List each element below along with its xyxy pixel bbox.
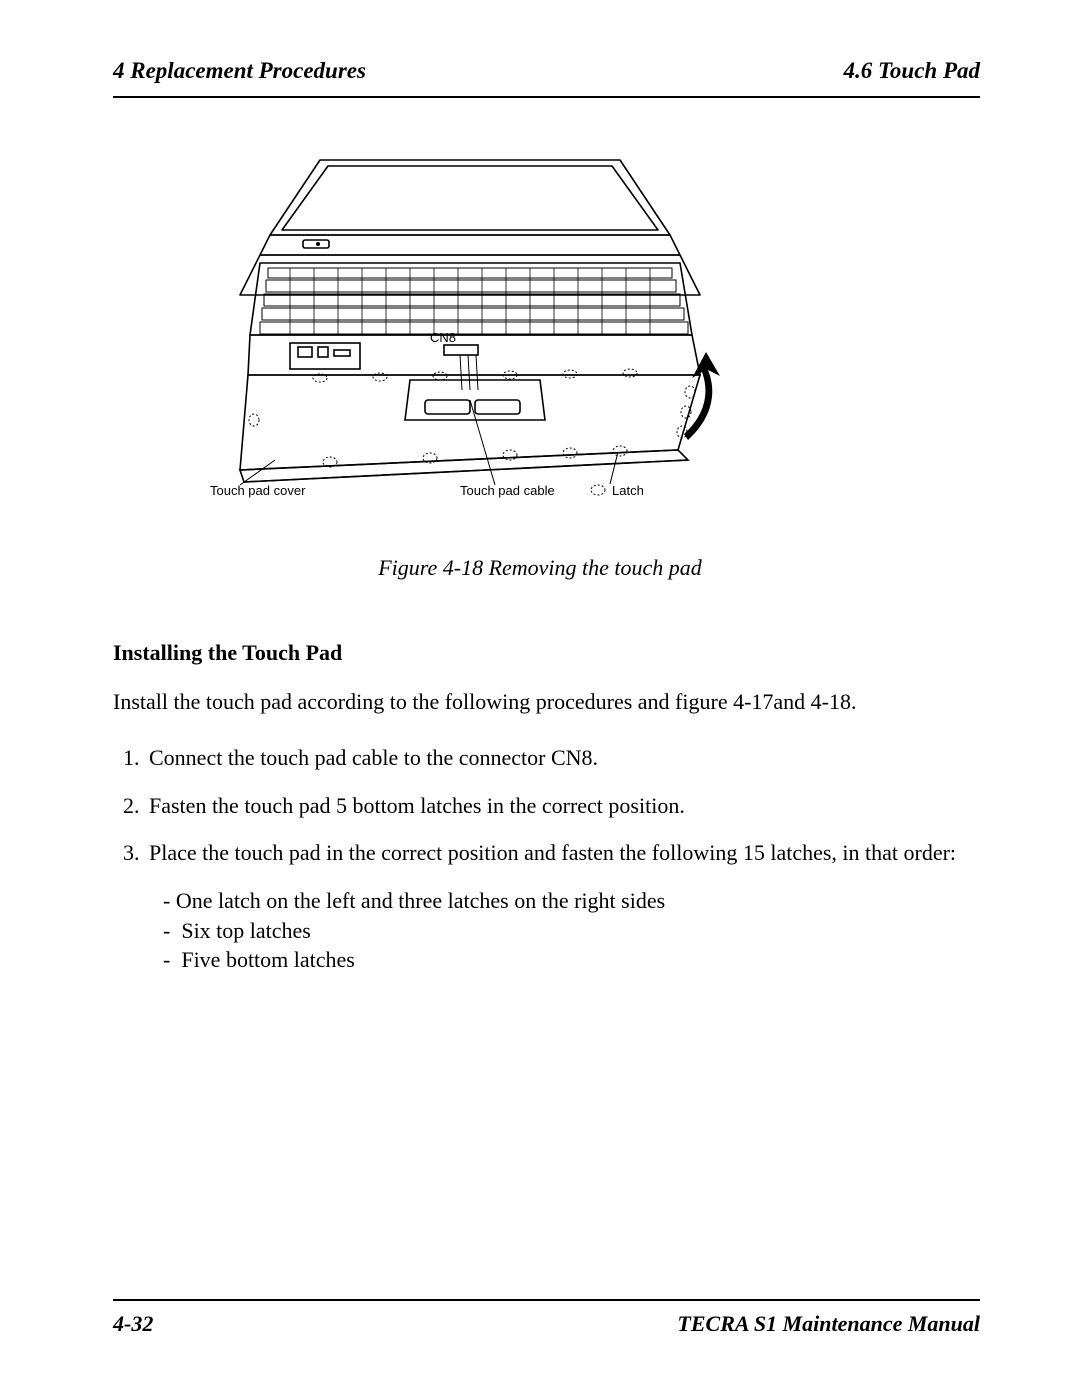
label-touchpad-cover: Touch pad cover	[210, 483, 306, 498]
sub-item: One latch on the left and three latches …	[163, 886, 980, 916]
footer-page-number: 4-32	[113, 1311, 153, 1337]
intro-paragraph: Install the touch pad according to the f…	[113, 687, 980, 717]
sub-item: Six top latches	[163, 916, 980, 946]
step-item: Place the touch pad in the correct posit…	[145, 838, 980, 975]
step-item-text: Place the touch pad in the correct posit…	[149, 840, 956, 865]
figure-caption: Figure 4-18 Removing the touch pad	[0, 555, 1080, 581]
label-latch: Latch	[612, 483, 644, 498]
header-rule	[113, 96, 980, 98]
section-heading: Installing the Touch Pad	[113, 640, 342, 666]
page-header: 4 Replacement Procedures 4.6 Touch Pad	[113, 58, 980, 84]
footer-manual-title: TECRA S1 Maintenance Manual	[677, 1311, 980, 1337]
steps-list: Connect the touch pad cable to the conne…	[113, 725, 980, 975]
page-footer: 4-32 TECRA S1 Maintenance Manual	[113, 1311, 980, 1337]
sub-item: Five bottom latches	[163, 945, 980, 975]
page: 4 Replacement Procedures 4.6 Touch Pad	[0, 0, 1080, 1397]
header-right: 4.6 Touch Pad	[843, 58, 980, 84]
footer-rule	[113, 1299, 980, 1301]
step-item: Connect the touch pad cable to the conne…	[145, 743, 980, 773]
header-left: 4 Replacement Procedures	[113, 58, 366, 84]
sub-list: One latch on the left and three latches …	[163, 886, 980, 975]
figure-touchpad: CN8 Touch pad cover Touch pad cable Latc…	[210, 140, 730, 510]
step-item: Fasten the touch pad 5 bottom latches in…	[145, 791, 980, 821]
label-touchpad-cable: Touch pad cable	[460, 483, 555, 498]
label-cn8: CN8	[430, 330, 456, 345]
